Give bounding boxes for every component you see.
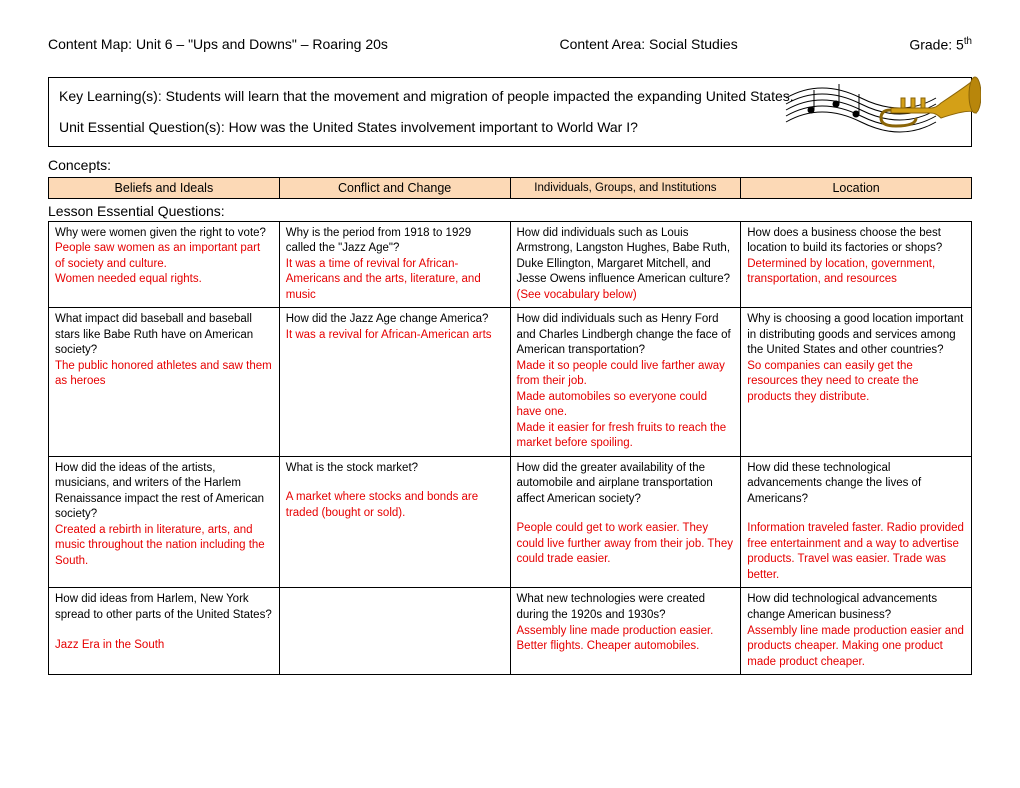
answer-text: People could get to work easier. They co… bbox=[517, 521, 735, 568]
table-cell: Why is choosing a good location importan… bbox=[741, 308, 972, 457]
answer-text: The public honored athletes and saw them… bbox=[55, 359, 273, 390]
question-text: Why were women given the right to vote? bbox=[55, 226, 273, 242]
question-text: How did individuals such as Henry Ford a… bbox=[517, 312, 735, 359]
header-center: Content Area: Social Studies bbox=[560, 36, 738, 53]
answer-text: Created a rebirth in literature, arts, a… bbox=[55, 523, 273, 570]
answer-text: Determined by location, government, tran… bbox=[747, 257, 965, 288]
table-cell bbox=[279, 588, 510, 675]
table-cell: How did technological advancements chang… bbox=[741, 588, 972, 675]
concept-header-3: Individuals, Groups, and Institutions bbox=[510, 177, 741, 198]
question-text: What impact did baseball and baseball st… bbox=[55, 312, 273, 359]
answer-text: (See vocabulary below) bbox=[517, 288, 735, 304]
table-cell: How did the Jazz Age change America?It w… bbox=[279, 308, 510, 457]
answer-text: It was a time of revival for African-Ame… bbox=[286, 257, 504, 304]
table-cell: What impact did baseball and baseball st… bbox=[49, 308, 280, 457]
essential-questions-table: Why were women given the right to vote?P… bbox=[48, 221, 972, 675]
answer-text: So companies can easily get the resource… bbox=[747, 359, 965, 406]
answer-text: Made it easier for fresh fruits to reach… bbox=[517, 421, 735, 452]
concepts-label: Concepts: bbox=[48, 157, 972, 173]
concepts-header-table: Beliefs and Ideals Conflict and Change I… bbox=[48, 177, 972, 199]
table-cell: Why is the period from 1918 to 1929 call… bbox=[279, 221, 510, 308]
question-text: How did individuals such as Louis Armstr… bbox=[517, 226, 735, 288]
question-text: How does a business choose the best loca… bbox=[747, 226, 965, 257]
table-cell: How does a business choose the best loca… bbox=[741, 221, 972, 308]
answer-text: Assembly line made production easier and… bbox=[747, 624, 965, 671]
question-text: How did the Jazz Age change America? bbox=[286, 312, 504, 328]
table-cell: What is the stock market? A market where … bbox=[279, 456, 510, 588]
lesson-eq-label: Lesson Essential Questions: bbox=[48, 203, 972, 219]
answer-text: Assembly line made production easier. Be… bbox=[517, 624, 735, 655]
key-learning-text: Key Learning(s): Students will learn tha… bbox=[59, 86, 961, 107]
answer-text: People saw women as an important part of… bbox=[55, 241, 273, 272]
page-header: Content Map: Unit 6 – "Ups and Downs" – … bbox=[48, 36, 972, 53]
header-left: Content Map: Unit 6 – "Ups and Downs" – … bbox=[48, 36, 388, 53]
question-text: How did these technological advancements… bbox=[747, 461, 965, 508]
question-text: Why is the period from 1918 to 1929 call… bbox=[286, 226, 504, 257]
table-cell: How did individuals such as Henry Ford a… bbox=[510, 308, 741, 457]
answer-text: Women needed equal rights. bbox=[55, 272, 273, 288]
table-cell: Why were women given the right to vote?P… bbox=[49, 221, 280, 308]
header-right: Grade: 5th bbox=[909, 36, 972, 53]
key-learning-box: Key Learning(s): Students will learn tha… bbox=[48, 77, 972, 147]
table-cell: How did ideas from Harlem, New York spre… bbox=[49, 588, 280, 675]
question-text: What new technologies were created durin… bbox=[517, 592, 735, 623]
table-cell: How did the greater availability of the … bbox=[510, 456, 741, 588]
answer-text: A market where stocks and bonds are trad… bbox=[286, 490, 504, 521]
question-text: Why is choosing a good location importan… bbox=[747, 312, 965, 359]
table-cell: How did these technological advancements… bbox=[741, 456, 972, 588]
question-text: How did ideas from Harlem, New York spre… bbox=[55, 592, 273, 623]
question-text: How did technological advancements chang… bbox=[747, 592, 965, 623]
answer-text: Made automobiles so everyone could have … bbox=[517, 390, 735, 421]
unit-essential-question: Unit Essential Question(s): How was the … bbox=[59, 117, 961, 138]
question-text: What is the stock market? bbox=[286, 461, 504, 477]
answer-text: Jazz Era in the South bbox=[55, 638, 273, 654]
question-text: How did the greater availability of the … bbox=[517, 461, 735, 508]
answer-text: It was a revival for African-American ar… bbox=[286, 328, 504, 344]
answer-text: Information traveled faster. Radio provi… bbox=[747, 521, 965, 583]
question-text: How did the ideas of the artists, musici… bbox=[55, 461, 273, 523]
table-cell: How did individuals such as Louis Armstr… bbox=[510, 221, 741, 308]
table-cell: What new technologies were created durin… bbox=[510, 588, 741, 675]
concept-header-1: Beliefs and Ideals bbox=[49, 177, 280, 198]
concept-header-4: Location bbox=[741, 177, 972, 198]
answer-text: Made it so people could live farther awa… bbox=[517, 359, 735, 390]
concept-header-2: Conflict and Change bbox=[279, 177, 510, 198]
table-cell: How did the ideas of the artists, musici… bbox=[49, 456, 280, 588]
